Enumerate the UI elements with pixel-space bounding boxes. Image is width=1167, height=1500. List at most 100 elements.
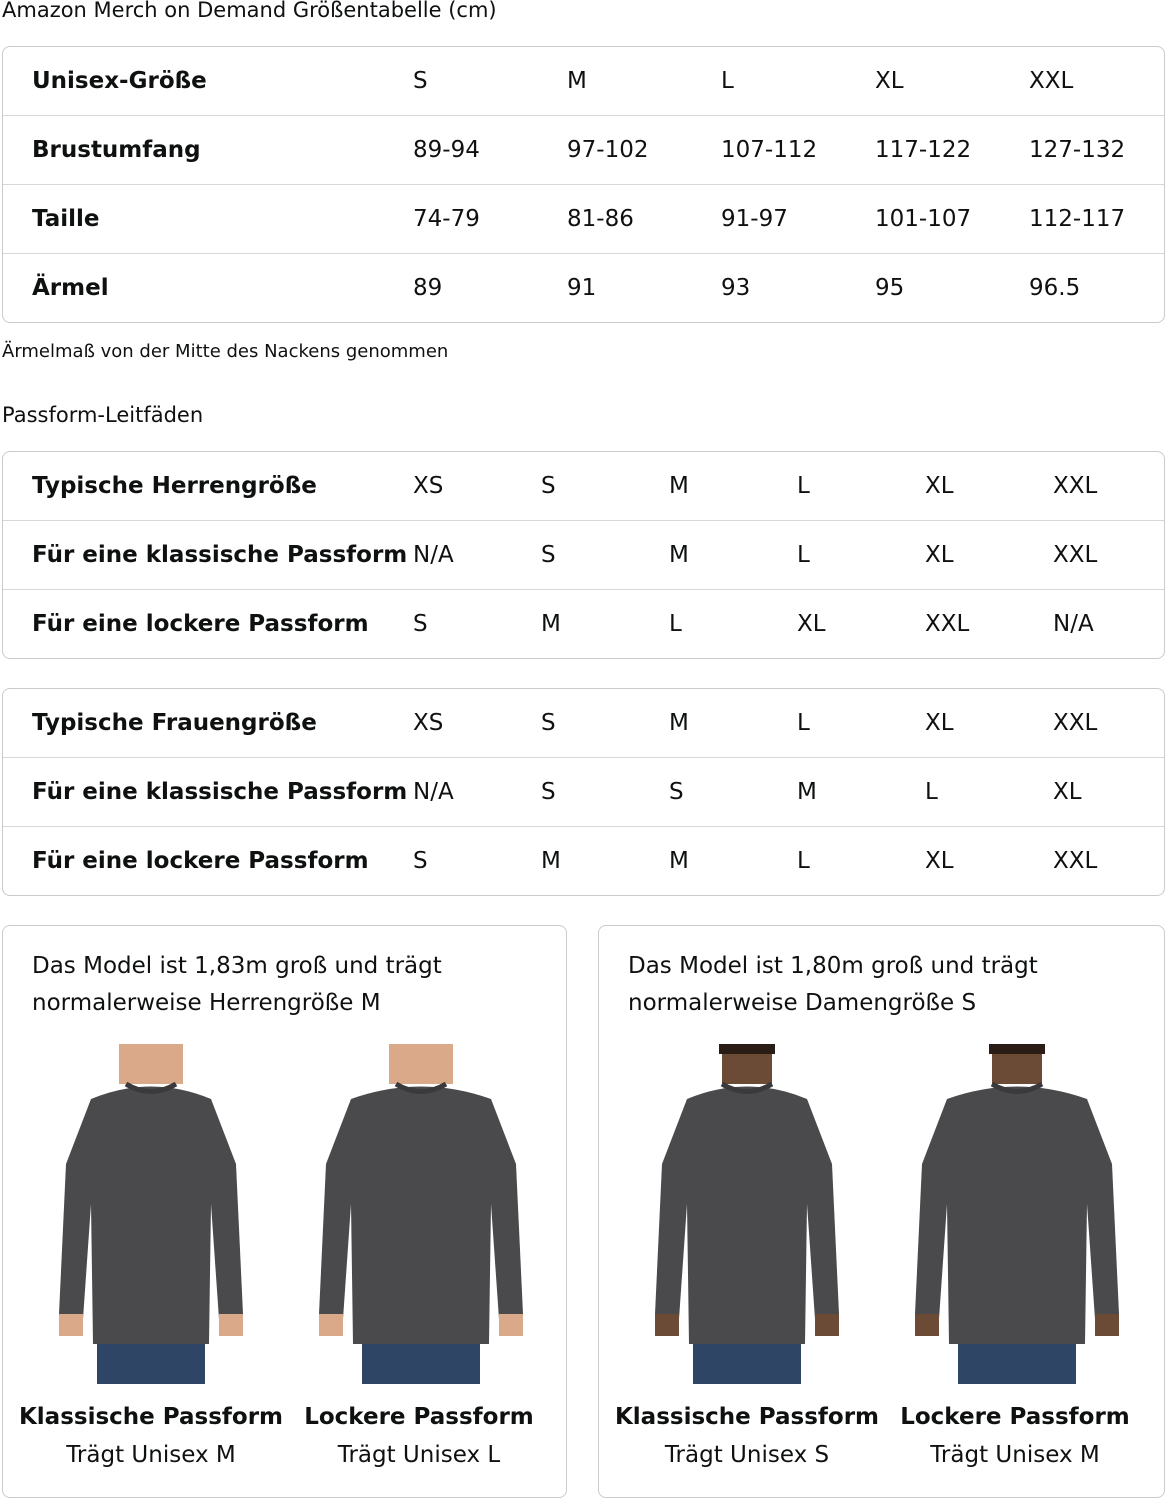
table-cell: S xyxy=(413,611,428,637)
table-cell: XL xyxy=(925,473,954,499)
table-cell: 81-86 xyxy=(567,206,634,232)
table-cell: 95 xyxy=(875,275,905,301)
row-label: Unisex-Größe xyxy=(32,68,207,94)
figure-caption: Lockere Passform Trägt Unisex L xyxy=(284,1404,554,1468)
table-cell: 127-132 xyxy=(1029,137,1126,163)
table-cell: XL xyxy=(925,848,954,874)
model-photo xyxy=(915,1044,1119,1384)
table-row: Brustumfang 89-94 97-102 107-112 117-122 127-… xyxy=(3,115,1164,184)
table-cell: 107-112 xyxy=(721,137,818,163)
table-cell: M xyxy=(669,473,689,499)
table-cell: M xyxy=(567,68,587,94)
table-cell: XL xyxy=(875,68,904,94)
table-cell: 117-122 xyxy=(875,137,972,163)
model-photo xyxy=(59,1044,243,1384)
fit-label: Lockere Passform xyxy=(304,1404,534,1430)
row-label: Für eine lockere Passform xyxy=(32,611,369,637)
table-cell: N/A xyxy=(1053,611,1094,637)
table-cell: S xyxy=(413,68,428,94)
page-title: Amazon Merch on Demand Größentabelle (cm… xyxy=(2,0,497,22)
table-cell: L xyxy=(721,68,734,94)
table-cell: XL xyxy=(925,710,954,736)
row-label: Typische Frauengröße xyxy=(32,710,317,736)
table-cell: XS xyxy=(413,473,444,499)
table-cell: M xyxy=(669,710,689,736)
model-description: Das Model ist 1,83m groß und trägt normal… xyxy=(32,948,442,1022)
table-cell: L xyxy=(797,542,810,568)
women-model-card: Das Model ist 1,80m groß und trägt normal… xyxy=(598,925,1165,1498)
table-cell: XL xyxy=(1053,779,1082,805)
fit-label: Klassische Passform xyxy=(614,1404,880,1430)
table-row: Für eine lockere Passform S M L XL XXL N/A xyxy=(3,589,1164,658)
table-cell: M xyxy=(541,611,561,637)
figure-caption: Lockere Passform Trägt Unisex M xyxy=(880,1404,1150,1468)
table-cell: XXL xyxy=(1029,68,1074,94)
men-fit-table: Typische Herrengröße XS S M L XL XXL Für eine k… xyxy=(2,451,1165,659)
row-label: Für eine lockere Passform xyxy=(32,848,369,874)
men-model-card: Das Model ist 1,83m groß und trägt normal… xyxy=(2,925,567,1498)
table-row: Für eine klassische Passform N/A S M L XL XXL xyxy=(3,520,1164,589)
table-cell: M xyxy=(541,848,561,874)
row-label: Brustumfang xyxy=(32,137,201,163)
table-cell: 91 xyxy=(567,275,597,301)
row-label: Für eine klassische Passform xyxy=(32,779,408,805)
model-photo xyxy=(655,1044,839,1384)
table-cell: 96.5 xyxy=(1029,275,1081,301)
figure-caption: Klassische Passform Trägt Unisex M xyxy=(16,1404,286,1468)
table-cell: L xyxy=(925,779,938,805)
description-line: normalerweise Damengröße S xyxy=(628,990,977,1016)
table-cell: 101-107 xyxy=(875,206,972,232)
description-line: Das Model ist 1,83m groß und trägt xyxy=(32,953,442,979)
wears-label: Trägt Unisex M xyxy=(66,1442,236,1468)
table-cell: XXL xyxy=(925,611,970,637)
table-cell: XL xyxy=(925,542,954,568)
table-cell: S xyxy=(541,779,556,805)
table-cell: M xyxy=(669,542,689,568)
fit-label: Klassische Passform xyxy=(18,1404,284,1430)
table-cell: 74-79 xyxy=(413,206,480,232)
table-cell: S xyxy=(669,779,684,805)
table-cell: XL xyxy=(797,611,826,637)
model-description: Das Model ist 1,80m groß und trägt normal… xyxy=(628,948,1038,1022)
women-fit-table: Typische Frauengröße XS S M L XL XXL Für eine k… xyxy=(2,688,1165,896)
table-cell: 89 xyxy=(413,275,443,301)
table-row: Unisex-Größe S M L XL XXL xyxy=(3,47,1164,115)
figure-caption: Klassische Passform Trägt Unisex S xyxy=(612,1404,882,1468)
table-cell: M xyxy=(797,779,817,805)
unisex-size-table: Unisex-Größe S M L XL XXL Brustumfang 89-94 97-1… xyxy=(2,46,1165,323)
table-row: Für eine klassische Passform N/A S S M L XL xyxy=(3,757,1164,826)
table-row: Typische Herrengröße XS S M L XL XXL xyxy=(3,452,1164,520)
wears-label: Trägt Unisex S xyxy=(664,1442,830,1468)
table-cell: L xyxy=(797,710,810,736)
table-cell: S xyxy=(413,848,428,874)
table-row: Typische Frauengröße XS S M L XL XXL xyxy=(3,689,1164,757)
table-cell: 112-117 xyxy=(1029,206,1126,232)
row-label: Taille xyxy=(32,206,100,232)
wears-label: Trägt Unisex L xyxy=(337,1442,501,1468)
table-row: Taille 74-79 81-86 91-97 101-107 112-117 xyxy=(3,184,1164,253)
table-cell: N/A xyxy=(413,779,454,805)
wears-label: Trägt Unisex M xyxy=(930,1442,1100,1468)
row-label: Ärmel xyxy=(32,275,109,301)
table-cell: 93 xyxy=(721,275,751,301)
table-cell: L xyxy=(669,611,682,637)
table-row: Für eine lockere Passform S M M L XL XXL xyxy=(3,826,1164,895)
table-cell: XXL xyxy=(1053,848,1098,874)
fit-guide-heading: Passform-Leitfäden xyxy=(2,403,204,427)
table-cell: XXL xyxy=(1053,473,1098,499)
table-cell: M xyxy=(669,848,689,874)
table-cell: XS xyxy=(413,710,444,736)
row-label: Typische Herrengröße xyxy=(32,473,317,499)
table-cell: 89-94 xyxy=(413,137,480,163)
table-cell: L xyxy=(797,473,810,499)
table-cell: 97-102 xyxy=(567,137,649,163)
description-line: normalerweise Herrengröße M xyxy=(32,990,381,1016)
fit-label: Lockere Passform xyxy=(900,1404,1130,1430)
table-cell: S xyxy=(541,542,556,568)
table-cell: S xyxy=(541,473,556,499)
table-cell: XXL xyxy=(1053,542,1098,568)
table-cell: XXL xyxy=(1053,710,1098,736)
table-cell: S xyxy=(541,710,556,736)
table-cell: L xyxy=(797,848,810,874)
